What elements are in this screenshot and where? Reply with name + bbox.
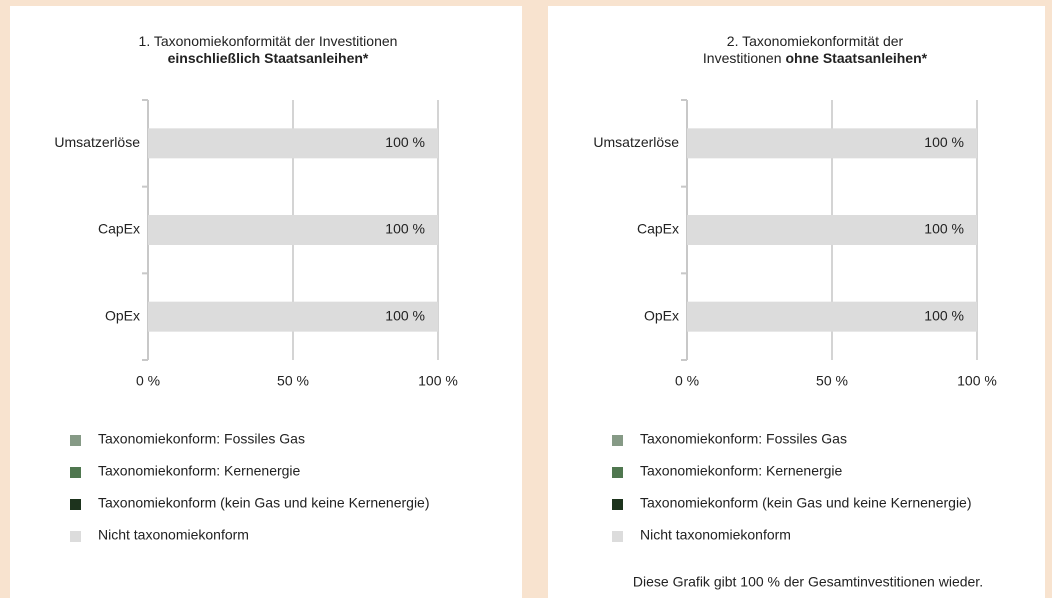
- legend-label: Taxonomiekonform (kein Gas und keine Ker…: [640, 495, 972, 511]
- chart-title: 1. Taxonomiekonformität der Investitione…: [139, 33, 398, 49]
- x-tick-label: 50 %: [277, 373, 309, 389]
- legend-label: Taxonomiekonform: Fossiles Gas: [640, 431, 847, 447]
- x-tick-label: 0 %: [675, 373, 699, 389]
- chart-title: Investitionen ohne Staatsanleihen*: [703, 50, 928, 66]
- y-tick-label: CapEx: [98, 221, 140, 237]
- legend-swatch: [70, 435, 81, 446]
- value-label: 100 %: [385, 221, 425, 237]
- title-part: ohne Staatsanleihen*: [786, 50, 928, 66]
- bar-segment: [687, 128, 977, 159]
- legend-swatch: [70, 499, 81, 510]
- value-label: 100 %: [924, 307, 964, 323]
- bar-segment: [148, 215, 438, 245]
- title-part: 1. Taxonomiekonformität der Investitione…: [139, 33, 398, 49]
- legend-swatch: [70, 467, 81, 478]
- chart-title: einschließlich Staatsanleihen*: [168, 50, 369, 66]
- y-tick-label: Umsatzerlöse: [593, 134, 679, 150]
- x-tick-label: 0 %: [136, 373, 160, 389]
- y-tick-label: OpEx: [644, 307, 679, 323]
- legend-swatch: [612, 435, 623, 446]
- legend-swatch: [612, 531, 623, 542]
- title-part: einschließlich Staatsanleihen*: [168, 50, 369, 66]
- bar-segment: [148, 128, 438, 159]
- bar-segment: [687, 301, 977, 332]
- legend-label: Nicht taxonomiekonform: [98, 527, 249, 543]
- value-label: 100 %: [924, 221, 964, 237]
- legend-label: Nicht taxonomiekonform: [640, 527, 791, 543]
- value-label: 100 %: [385, 307, 425, 323]
- legend-label: Taxonomiekonform: Kernenergie: [98, 463, 301, 479]
- y-tick-label: Umsatzerlöse: [54, 134, 140, 150]
- legend-swatch: [612, 499, 623, 510]
- bar-segment: [687, 215, 977, 245]
- bar-segment: [148, 301, 438, 332]
- legend-label: Taxonomiekonform: Fossiles Gas: [98, 431, 305, 447]
- chart-title: 2. Taxonomiekonformität der: [727, 33, 904, 49]
- x-tick-label: 100 %: [418, 373, 458, 389]
- y-tick-label: CapEx: [637, 221, 679, 237]
- x-tick-label: 100 %: [957, 373, 997, 389]
- legend-swatch: [612, 467, 623, 478]
- note: Diese Grafik gibt 100 % der Gesamtinvest…: [633, 574, 983, 590]
- legend-label: Taxonomiekonform: Kernenergie: [640, 463, 843, 479]
- x-tick-label: 50 %: [816, 373, 848, 389]
- value-label: 100 %: [924, 134, 964, 150]
- legend-label: Taxonomiekonform (kein Gas und keine Ker…: [98, 495, 430, 511]
- title-part: Investitionen: [703, 50, 782, 66]
- value-label: 100 %: [385, 134, 425, 150]
- y-tick-label: OpEx: [105, 307, 140, 323]
- legend-swatch: [70, 531, 81, 542]
- title-part: 2. Taxonomiekonformität der: [727, 33, 904, 49]
